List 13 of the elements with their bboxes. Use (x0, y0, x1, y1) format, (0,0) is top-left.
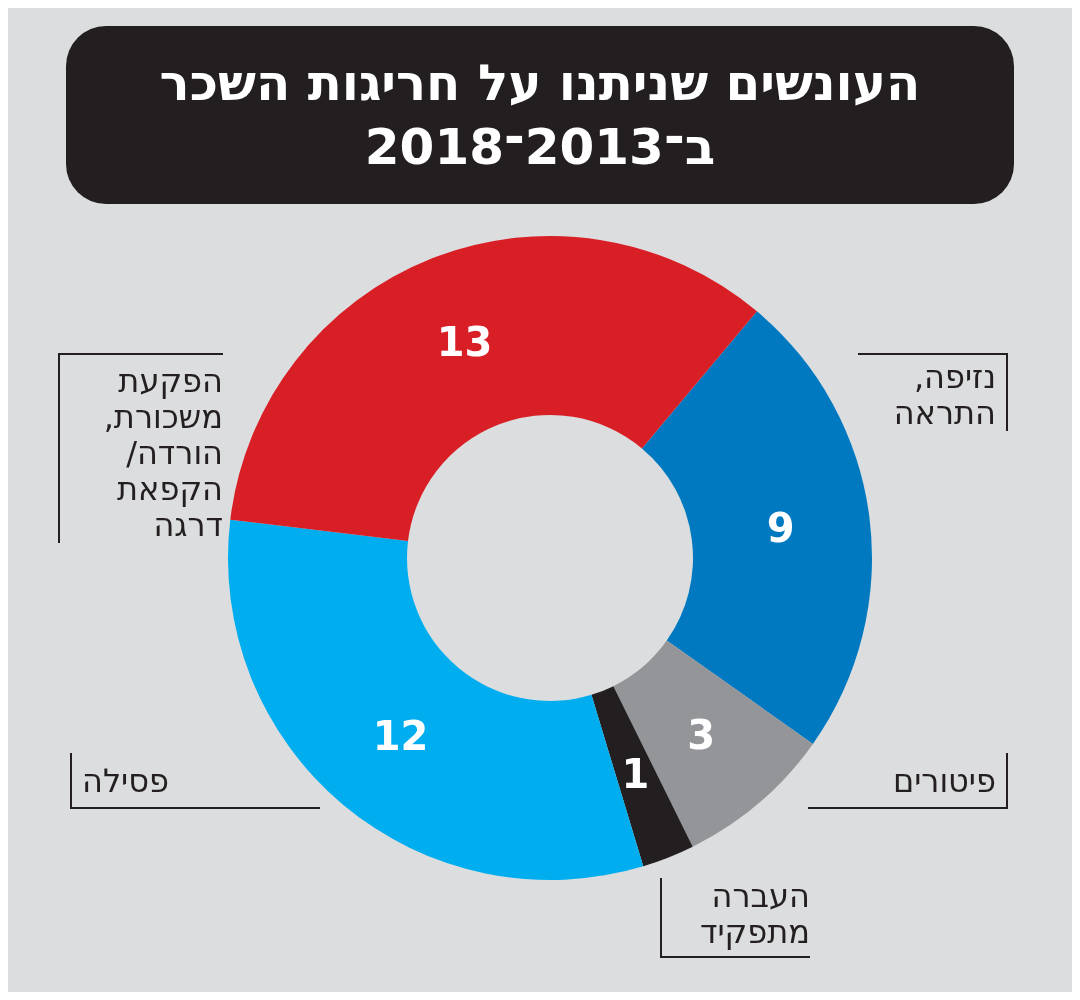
donut-slice (613, 640, 813, 847)
data-label: 3 (687, 711, 715, 758)
data-label: 12 (372, 713, 429, 760)
slice-label: העברה מתפקיד (660, 877, 810, 958)
slice-label: נזיפה, התראה (858, 353, 1008, 432)
slice-label: הפקעת משכורת, הורדה/ הקפאת דרגה (58, 353, 223, 544)
donut-slice (230, 236, 757, 541)
data-label: 13 (436, 318, 493, 365)
slice-label: פסילה (70, 753, 320, 809)
slice-label: פיטורים (808, 753, 1008, 809)
chart-title: העונשים שניתנו על חריגות השכר ב־2013־2018 (158, 53, 922, 178)
data-label: 1 (621, 751, 650, 798)
data-label: 9 (766, 505, 795, 552)
